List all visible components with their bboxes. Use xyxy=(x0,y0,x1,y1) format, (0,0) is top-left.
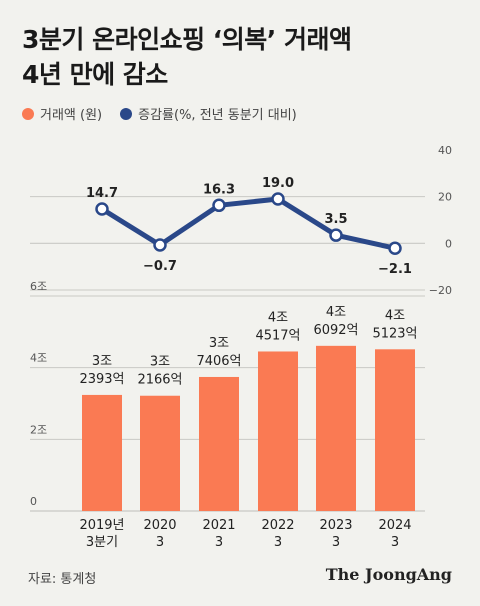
bar xyxy=(140,395,180,511)
line-data-label: 19.0 xyxy=(262,176,294,191)
legend-line-swatch xyxy=(120,107,133,120)
x-tick-label-line1: 2024 xyxy=(378,518,411,533)
line-point xyxy=(153,238,167,252)
legend-bar-label: 거래액 (원) xyxy=(40,108,103,123)
bar-y-tick-label: 6조 xyxy=(30,280,47,293)
bar-value-label-line1: 4조 xyxy=(268,310,288,325)
bar-y-tick-label: 2조 xyxy=(30,423,47,436)
x-tick-label-line2: 3 xyxy=(332,535,340,550)
line-y-tick-label: 0 xyxy=(445,237,452,250)
x-tick-label-line1: 2019년 xyxy=(79,518,124,533)
line-data-label: 14.7 xyxy=(86,186,118,201)
title-line-2: 4년 만에 감소 xyxy=(22,60,168,89)
legend: 거래액 (원) 증감률(%, 전년 동분기 대비) xyxy=(22,104,315,123)
bar-y-tick-label: 4조 xyxy=(30,352,47,365)
bar xyxy=(258,351,298,511)
bar-value-label-line2: 2166억 xyxy=(137,373,182,388)
line-point xyxy=(329,228,343,242)
bar xyxy=(82,394,122,511)
line-data-label: −2.1 xyxy=(378,262,412,277)
x-tick-label-line2: 3 xyxy=(274,535,282,550)
x-tick-label-line2: 3 xyxy=(156,535,164,550)
bar-value-label-line1: 4조 xyxy=(326,305,346,320)
line-data-label: 16.3 xyxy=(203,182,235,197)
x-tick-label-line1: 2021 xyxy=(202,518,235,533)
line-point xyxy=(95,202,109,216)
chart-title: 3분기 온라인쇼핑 ‘의복’ 거래액 4년 만에 감소 xyxy=(22,22,352,92)
line-y-tick-label: −20 xyxy=(429,284,452,297)
legend-bar: 거래액 (원) xyxy=(22,104,102,123)
line-point xyxy=(388,241,402,255)
line-point xyxy=(212,198,226,213)
x-tick-label-line1: 2022 xyxy=(261,518,294,533)
bar xyxy=(375,349,415,511)
x-tick-label-line2: 3 xyxy=(391,535,399,550)
bar xyxy=(199,376,239,511)
bar-y-tick-label: 0 xyxy=(30,495,37,508)
x-tick-label-line1: 2020 xyxy=(143,518,176,533)
bar-value-label-line1: 3조 xyxy=(209,336,229,351)
line-data-label: −0.7 xyxy=(143,259,177,274)
x-tick-label-line2: 3 xyxy=(215,535,223,550)
line-y-tick-label: 40 xyxy=(438,144,452,157)
x-tick-label-line1: 2023 xyxy=(319,518,352,533)
bar-value-label-line1: 4조 xyxy=(385,308,405,323)
legend-line: 증감률(%, 전년 동분기 대비) xyxy=(120,104,297,123)
bar xyxy=(316,345,356,511)
bar-value-label-line1: 3조 xyxy=(150,355,170,370)
line-y-tick-label: 20 xyxy=(438,191,452,204)
line-series xyxy=(99,196,398,251)
line-point xyxy=(271,192,285,206)
bar-value-label-line2: 6092억 xyxy=(313,323,358,338)
title-line-1: 3분기 온라인쇼핑 ‘의복’ 거래액 xyxy=(22,25,352,54)
source-note: 자료: 통계청 xyxy=(28,572,97,587)
bar-value-label-line2: 5123억 xyxy=(372,326,417,341)
legend-line-label: 증감률(%, 전년 동분기 대비) xyxy=(138,108,297,123)
bar-value-label-line2: 7406억 xyxy=(196,354,241,369)
bar-value-label-line2: 2393억 xyxy=(79,372,124,387)
bar-value-label-line1: 3조 xyxy=(92,354,112,369)
chart-svg: 40 20 0 −20 14.7 −0.7 16.3 19.0 3.5 −2.1 6조 4조 2조 0 3조… xyxy=(30,144,452,550)
bar-value-label-line2: 4517억 xyxy=(255,328,300,343)
x-tick-label-line2: 3분기 xyxy=(86,535,118,550)
brand-logo: The JoongAng xyxy=(325,565,452,584)
legend-bar-swatch xyxy=(22,107,34,120)
line-data-label: 3.5 xyxy=(324,212,347,227)
